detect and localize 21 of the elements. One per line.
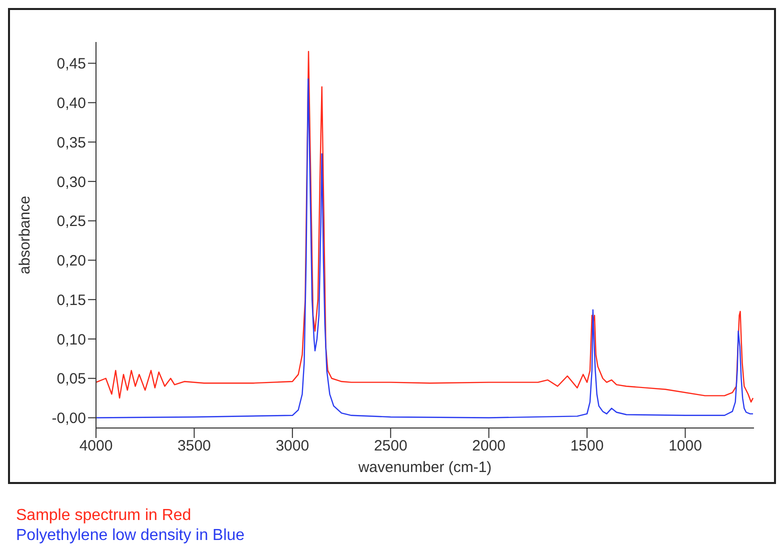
y-tick-label: 0,30 bbox=[56, 174, 86, 191]
text: Polyethylene low density in Blue bbox=[16, 526, 246, 546]
x-tick-label: 2000 bbox=[472, 438, 506, 455]
x-tick-label: 2500 bbox=[374, 438, 408, 455]
y-tick-label: 0,45 bbox=[56, 56, 86, 73]
y-tick-label: 0,15 bbox=[56, 292, 86, 309]
x-tick-label: 3500 bbox=[178, 438, 211, 455]
y-tick-label: 0,40 bbox=[56, 94, 86, 112]
x-tick-label: 1000 bbox=[668, 438, 702, 455]
x-axis-title: wavenumber (cm-1) bbox=[357, 459, 492, 476]
y-tick-label: 0,20 bbox=[56, 252, 86, 270]
y-tick-label: 0,05 bbox=[56, 370, 86, 388]
y-axis-title: absorbance bbox=[16, 196, 34, 274]
y-tick-label: -0,00 bbox=[52, 410, 86, 428]
y-tick-label: 0,25 bbox=[56, 213, 86, 230]
x-tick-label: 1500 bbox=[570, 438, 604, 455]
y-tick-label: 0,35 bbox=[56, 134, 86, 152]
x-tick-label: 4000 bbox=[79, 438, 113, 455]
text: Sample spectrum in Red bbox=[16, 506, 192, 526]
x-tick-label: 3000 bbox=[276, 438, 310, 455]
y-tick-label: 0,10 bbox=[56, 331, 86, 348]
